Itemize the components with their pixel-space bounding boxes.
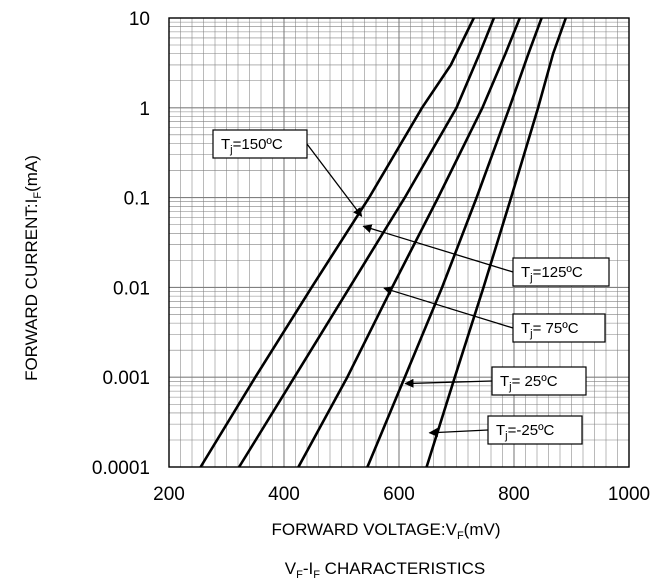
annotation-box-2	[512, 313, 606, 343]
y-tick-label: 0.01	[113, 278, 150, 299]
series-line-1	[237, 17, 496, 468]
plot-frame	[168, 17, 630, 468]
x-tick-label: 600	[383, 484, 415, 505]
y-tick-label: 1	[139, 99, 150, 120]
tick-labels: 200 400 600 800 1000 0.0001 0.001 0.01 0.1 1 10	[92, 9, 650, 505]
annotation-box-1	[512, 257, 610, 287]
x-tick-label: 1000	[608, 484, 650, 505]
annotation-label-4: Tj=-25ºC	[496, 422, 555, 442]
annotation-box-3	[491, 366, 587, 396]
series-line-0	[199, 17, 475, 468]
annotation-label-3: Tj= 25ºC	[500, 373, 558, 393]
y-tick-label: 0.1	[124, 189, 150, 210]
annotation-arrow-2	[383, 286, 514, 329]
annotation-arrow-3	[404, 378, 493, 388]
x-tick-label: 800	[498, 484, 530, 505]
annotation-arrow-1	[362, 224, 514, 273]
series-line-4	[425, 17, 568, 468]
plot-grid	[169, 18, 629, 467]
annotation-arrow-4	[428, 427, 489, 438]
y-tick-label: 10	[129, 9, 150, 30]
annotation-label-0: Tj=150ºC	[221, 136, 283, 156]
x-tick-label: 200	[153, 484, 185, 505]
annotation-box-4	[487, 415, 583, 445]
series-line-3	[366, 17, 543, 468]
chart-caption: VF-IF CHARACTERISTICS	[285, 559, 486, 581]
annotation-label-1: Tj=125ºC	[521, 264, 583, 284]
annotation-label-2: Tj= 75ºC	[521, 320, 579, 340]
annotation-group: Tj=150ºC Tj=125ºC Tj= 75ºC Tj= 25ºC Tj=-25ºC	[212, 129, 610, 445]
y-tick-label: 0.001	[102, 368, 150, 389]
series-group	[199, 17, 568, 468]
x-axis-title: FORWARD VOLTAGE:VF(mV)	[271, 520, 500, 542]
annotation-arrow-0	[306, 143, 363, 217]
y-axis-title: FORWARD CURRENT:IF(mA)	[22, 155, 44, 381]
annotation-box-0	[212, 129, 308, 159]
y-tick-label: 0.0001	[92, 458, 150, 479]
x-tick-label: 400	[268, 484, 300, 505]
series-line-2	[297, 17, 522, 468]
